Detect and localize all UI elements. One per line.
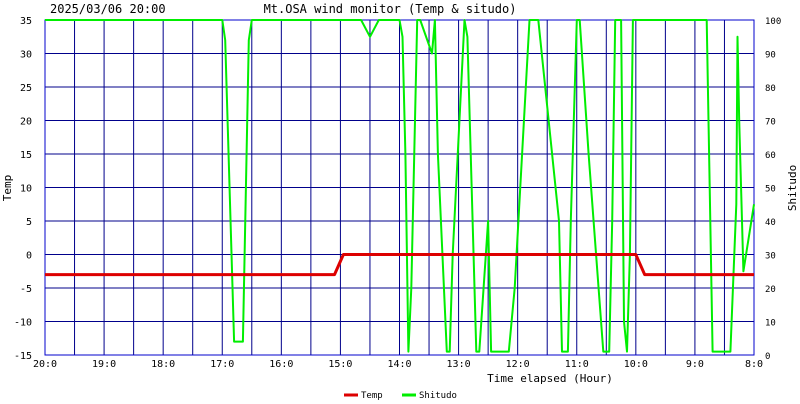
x-tick-label: 15:0 <box>328 359 352 370</box>
x-tick-label: 13:0 <box>447 359 471 370</box>
right-axis-label: Shitudo <box>786 165 799 211</box>
x-tick-label: 10:0 <box>624 359 648 370</box>
series-line-temp <box>45 253 754 277</box>
left-tick-label: -15 <box>14 351 32 362</box>
right-tick-label: 100 <box>765 17 781 27</box>
right-tick-label: 0 <box>765 352 770 362</box>
left-tick-label: -10 <box>14 318 32 329</box>
right-tick-label: 10 <box>765 319 776 329</box>
left-axis-label: Temp <box>1 175 14 202</box>
x-tick-label: 12:0 <box>506 359 530 370</box>
x-tick-label: 17:0 <box>210 359 234 370</box>
x-tick-label: 19:0 <box>92 359 116 370</box>
x-axis-ticks: 20:0 19:0 18:0 17:0 16:0 15:0 14:0 13:0 12:0 11:0… <box>33 359 763 370</box>
left-tick-label: 35 <box>20 16 32 27</box>
right-tick-label: 70 <box>765 118 776 128</box>
left-tick-label: 0 <box>26 251 32 262</box>
x-tick-label: 14:0 <box>387 359 411 370</box>
x-tick-label: 18:0 <box>151 359 175 370</box>
left-tick-label: 5 <box>26 217 32 228</box>
left-tick-label: 30 <box>20 50 32 61</box>
x-tick-label: 16:0 <box>269 359 293 370</box>
right-tick-label: 30 <box>765 252 776 262</box>
right-tick-label: 20 <box>765 285 776 295</box>
x-tick-label: 11:0 <box>565 359 589 370</box>
legend-temp-label: Temp <box>361 391 383 400</box>
right-tick-label: 90 <box>765 51 776 61</box>
left-tick-label: 25 <box>20 83 32 94</box>
legend-shitudo-label: Shitudo <box>419 391 457 400</box>
right-axis-ticks: 0 10 20 30 40 50 60 70 80 90 100 <box>765 17 781 362</box>
series-layer <box>45 19 755 353</box>
legend: Temp Shitudo <box>344 391 457 401</box>
right-tick-label: 80 <box>765 84 776 94</box>
left-tick-label: 15 <box>20 150 32 161</box>
x-tick-label: 8:0 <box>745 359 763 370</box>
left-tick-label: 10 <box>20 184 32 195</box>
left-tick-label: 20 <box>20 117 32 128</box>
right-tick-label: 50 <box>765 185 776 195</box>
left-tick-label: -5 <box>20 284 32 295</box>
right-tick-label: 40 <box>765 218 776 228</box>
left-axis-ticks: -15 -10 -5 0 5 10 15 20 25 30 35 <box>14 16 32 362</box>
chart-title: Mt.OSA wind monitor (Temp & situdo) <box>264 2 517 16</box>
x-tick-label: 20:0 <box>33 359 57 370</box>
header-datetime: 2025/03/06 20:00 <box>50 2 166 16</box>
x-tick-label: 9:0 <box>686 359 704 370</box>
x-axis-label: Time elapsed (Hour) <box>487 372 613 385</box>
right-tick-label: 60 <box>765 151 776 161</box>
series-line-shitudo <box>45 19 755 353</box>
